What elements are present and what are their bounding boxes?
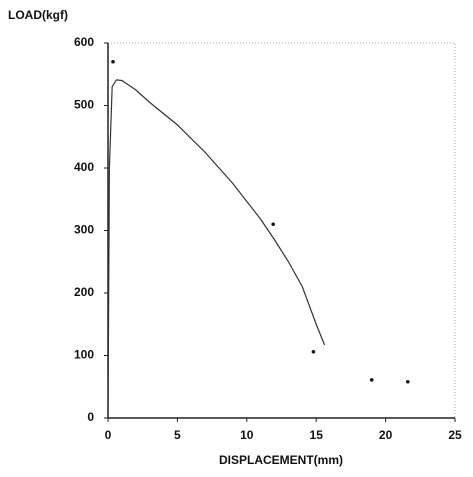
x-tick-label: 25 (448, 428, 462, 442)
point (369, 378, 374, 382)
plot-frame (107, 42, 456, 419)
x-tick-label: 10 (240, 428, 254, 442)
y-tick-label: 300 (74, 223, 94, 237)
x-tick-label: 5 (174, 428, 181, 442)
y-axis-title: LOAD(kgf) (8, 8, 68, 22)
x-tick-label: 15 (310, 428, 324, 442)
x-tick-label: 20 (379, 428, 393, 442)
x-axis-title: DISPLACEMENT(mm) (219, 453, 343, 467)
point (406, 379, 410, 384)
y-tick-label: 100 (74, 348, 94, 362)
y-tick-label: 0 (87, 410, 94, 424)
point (111, 59, 115, 64)
point (271, 222, 275, 227)
y-tick-label: 400 (74, 160, 94, 174)
y-tick-label: 500 (74, 98, 94, 112)
x-tick-label: 0 (105, 428, 112, 442)
curve (107, 79, 326, 419)
y-tick-label: 200 (74, 285, 94, 299)
point (311, 349, 316, 354)
y-tick-label: 600 (74, 35, 94, 49)
